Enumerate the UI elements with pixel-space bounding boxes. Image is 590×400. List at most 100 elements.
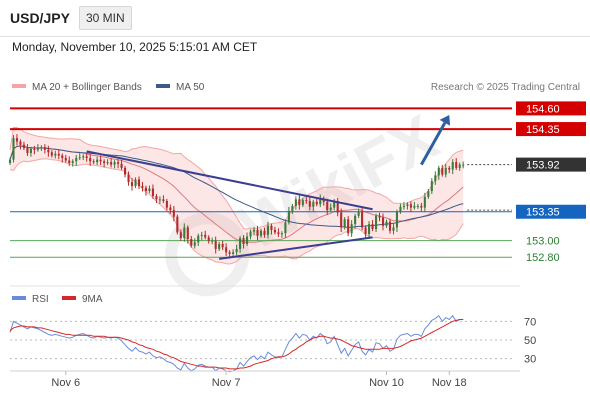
timeframe-button[interactable]: 30 MIN xyxy=(79,6,132,30)
rsi-ma-legend-label: 9MA xyxy=(82,294,103,305)
level-label-152-80: 152.80 xyxy=(526,252,560,264)
candle xyxy=(225,243,228,256)
rsi-legend-label: RSI xyxy=(32,294,49,305)
candle xyxy=(437,165,440,180)
candle xyxy=(179,229,182,242)
symbol-label: USD/JPY xyxy=(10,10,70,26)
candle xyxy=(190,235,193,248)
candle xyxy=(319,194,322,208)
candle xyxy=(96,156,99,166)
rsi-legend: RSI 9MA xyxy=(12,294,103,305)
candle xyxy=(259,228,263,238)
trendlines-layer xyxy=(86,115,451,260)
candle xyxy=(287,206,290,225)
candle xyxy=(165,198,168,211)
rsi-tick-30: 30 xyxy=(524,354,536,366)
x-axis-labels: Nov 6 Nov 7 Nov 10 Nov 18 xyxy=(51,371,467,389)
bollinger-bands xyxy=(9,126,464,265)
candle xyxy=(12,135,15,163)
candle xyxy=(61,153,64,163)
x-tick-label: Nov 6 xyxy=(51,377,80,389)
candle xyxy=(371,220,374,232)
candle xyxy=(249,229,252,240)
candle xyxy=(75,154,78,166)
candle xyxy=(110,158,113,168)
candle xyxy=(395,209,399,232)
candle xyxy=(123,165,127,178)
candle xyxy=(455,158,458,170)
candle xyxy=(47,145,50,157)
candle xyxy=(211,237,214,245)
candle xyxy=(427,189,430,199)
candle xyxy=(374,213,378,232)
candle xyxy=(141,182,144,192)
candle xyxy=(89,153,92,166)
rsi-ma-line xyxy=(9,319,464,370)
candle xyxy=(315,198,318,207)
candle xyxy=(232,249,235,256)
rsi-ma-legend-swatch xyxy=(62,296,76,300)
level-tag-154-60 xyxy=(516,101,586,116)
ma50-legend-label: MA 50 xyxy=(176,82,205,93)
candle xyxy=(130,177,134,191)
level-label-154-60: 154.60 xyxy=(526,103,560,115)
candle xyxy=(214,236,217,254)
candle xyxy=(40,145,43,151)
level-tag-154-35 xyxy=(516,122,586,137)
level-label-153-00: 153.00 xyxy=(526,236,560,248)
candle xyxy=(144,185,148,196)
candle xyxy=(29,146,32,157)
x-tick-label: Nov 10 xyxy=(369,377,404,389)
candle xyxy=(416,203,419,209)
candle xyxy=(354,213,357,229)
candle xyxy=(221,240,224,251)
x-tick-label: Nov 18 xyxy=(432,377,467,389)
candle xyxy=(294,196,297,210)
candle xyxy=(388,218,392,234)
level-label-153-92: 153.92 xyxy=(526,160,560,172)
candle xyxy=(134,177,137,189)
candle xyxy=(120,159,123,170)
candle xyxy=(176,214,179,235)
candle xyxy=(197,233,200,247)
ma-bb-legend-swatch xyxy=(12,84,26,88)
candle xyxy=(137,176,141,189)
candle xyxy=(441,164,444,177)
candle xyxy=(54,150,57,159)
candle xyxy=(340,208,343,232)
candle xyxy=(350,220,353,237)
candle xyxy=(19,139,22,150)
candle xyxy=(172,206,175,222)
candle xyxy=(106,159,109,166)
candle xyxy=(406,202,409,210)
candle xyxy=(186,225,189,244)
candle xyxy=(207,235,210,244)
candle xyxy=(200,231,203,241)
ma-bb-legend-label: MA 20 + Bollinger Bands xyxy=(32,82,142,93)
candle xyxy=(273,226,276,235)
candle xyxy=(218,241,221,251)
level-label-153-35: 153.35 xyxy=(526,207,560,219)
candle xyxy=(451,159,454,175)
candle xyxy=(99,155,102,166)
rsi-tick-50: 50 xyxy=(524,335,536,347)
candle xyxy=(357,208,360,218)
candle xyxy=(263,227,266,238)
candle xyxy=(71,159,74,167)
candle xyxy=(148,185,151,194)
candle xyxy=(151,184,154,199)
candle xyxy=(183,223,186,242)
candle xyxy=(284,219,287,238)
candle xyxy=(26,144,29,156)
candle xyxy=(155,193,158,204)
candle xyxy=(413,201,416,210)
forecast-arrow-shaft xyxy=(420,122,447,166)
candle xyxy=(113,160,116,169)
candle xyxy=(444,163,447,178)
candle xyxy=(423,192,426,213)
candle xyxy=(242,235,245,249)
trendline-upper xyxy=(86,150,373,211)
candle xyxy=(430,178,433,194)
rsi-line xyxy=(9,314,464,373)
